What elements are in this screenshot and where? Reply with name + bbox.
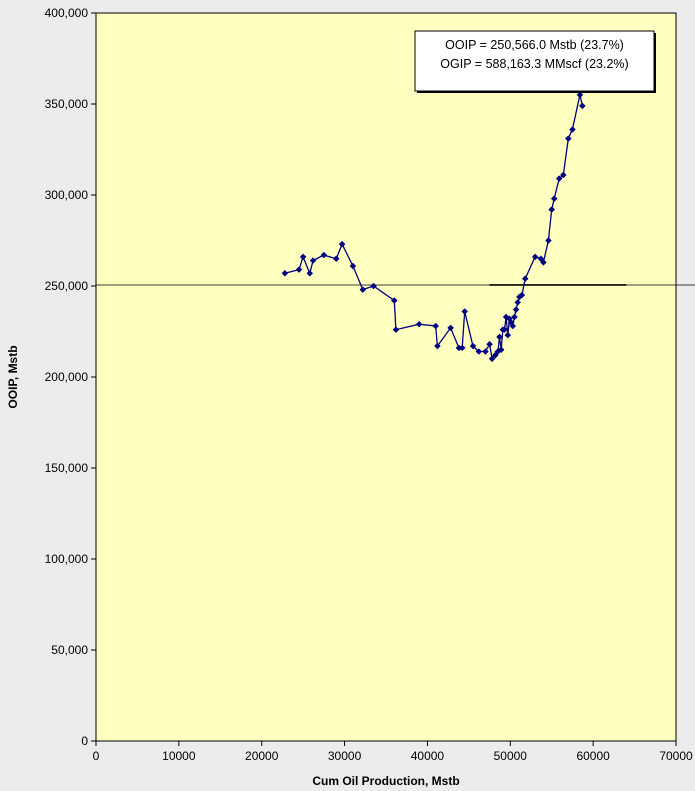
x-tick-label: 10000 [162,749,196,763]
x-tick-label: 40000 [411,749,445,763]
data-point [390,297,398,304]
data-point [295,266,303,273]
data-point [447,324,454,332]
plot-area [95,12,677,742]
data-point [488,355,496,363]
annotation-shadow [417,91,656,93]
data-point [469,342,477,350]
data-point [309,257,317,264]
x-axis-title: Cum Oil Production, Mstb [312,774,459,788]
data-point [281,269,289,277]
data-point [332,255,340,263]
data-point [521,275,529,283]
y-tick-label: 100,000 [45,552,89,566]
data-point [338,240,346,248]
data-point [434,342,441,350]
x-tick-label: 70000 [659,749,693,763]
annotation-ooip-text: OOIP = 250,566.0 Mstb (23.7%) [445,38,624,52]
y-tick-label: 0 [81,734,88,748]
data-point [550,195,558,202]
data-point [531,253,539,261]
annotation-shadow [654,33,656,93]
data-point [458,344,466,352]
data-point [359,286,367,293]
data-point [432,322,440,330]
annotation-box: OOIP = 250,566.0 Mstb (23.7%) OGIP = 588… [414,30,656,93]
data-point [504,331,512,339]
data-point [509,322,517,330]
data-point [579,102,586,110]
data-point [501,326,508,334]
annotation-box-frame [414,30,655,92]
data-point [392,326,400,334]
data-point [576,91,584,99]
data-point [514,299,522,306]
data-point [306,269,314,277]
x-tick-label: 0 [93,749,100,763]
y-tick-label: 200,000 [45,370,89,384]
data-point [518,291,526,299]
data-point [540,258,547,266]
x-tick-label: 30000 [328,749,362,763]
y-tick-label: 400,000 [45,6,89,20]
y-tick-label: 150,000 [45,461,89,475]
annotation-ogip-text: OGIP = 588,163.3 MMscf (23.2%) [440,57,628,71]
data-point [564,135,572,142]
data-point [512,306,520,314]
data-point [486,340,493,348]
x-tick-label: 50000 [494,749,528,763]
data-point [370,282,377,290]
y-tick-label: 350,000 [45,97,89,111]
series-layer [281,91,586,363]
data-point [545,237,552,244]
data-point [569,126,576,133]
data-point [415,320,423,328]
data-point [548,206,556,213]
axis-layer: 0 10000 20000 30000 40000 50000 60000 70000 0 50,… [45,6,693,763]
data-point [497,346,505,354]
data-point [349,262,357,270]
y-tick-label: 300,000 [45,188,89,202]
y-tick-label: 50,000 [51,643,88,657]
data-point [475,348,483,355]
y-tick-label: 250,000 [45,279,89,293]
y-axis-title: OOIP, Mstb [6,345,20,408]
data-point [496,333,503,341]
data-point [511,313,518,321]
data-point [299,253,307,261]
data-point [559,171,567,179]
data-point [555,175,563,182]
data-point [482,348,489,355]
data-point [320,251,328,259]
data-point [461,308,469,315]
x-tick-label: 20000 [245,749,279,763]
x-tick-label: 60000 [576,749,610,763]
